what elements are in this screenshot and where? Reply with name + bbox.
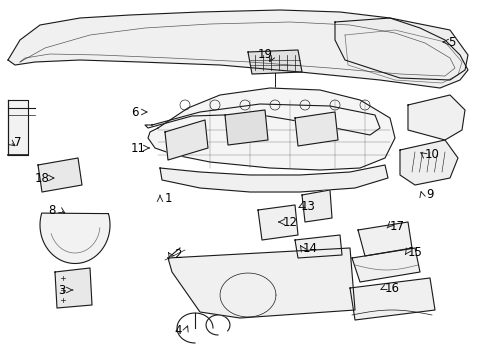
Polygon shape bbox=[294, 235, 341, 258]
Text: 5: 5 bbox=[447, 36, 455, 49]
Text: 12: 12 bbox=[282, 216, 297, 229]
Polygon shape bbox=[164, 120, 207, 160]
Text: 8: 8 bbox=[48, 203, 56, 216]
Polygon shape bbox=[351, 248, 419, 282]
Text: 18: 18 bbox=[35, 171, 49, 184]
Polygon shape bbox=[224, 110, 267, 145]
Polygon shape bbox=[357, 222, 411, 256]
Text: 19: 19 bbox=[257, 49, 272, 62]
Polygon shape bbox=[258, 205, 297, 240]
Text: 10: 10 bbox=[424, 148, 439, 162]
Text: 15: 15 bbox=[407, 246, 422, 258]
Polygon shape bbox=[55, 268, 92, 308]
Text: 13: 13 bbox=[300, 201, 315, 213]
Text: 2: 2 bbox=[174, 248, 182, 261]
Text: 6: 6 bbox=[131, 105, 139, 118]
Text: 17: 17 bbox=[389, 220, 404, 233]
Polygon shape bbox=[160, 165, 387, 192]
Text: 16: 16 bbox=[384, 282, 399, 294]
Polygon shape bbox=[38, 158, 82, 192]
Polygon shape bbox=[168, 248, 354, 318]
Text: 3: 3 bbox=[58, 284, 65, 297]
Polygon shape bbox=[8, 10, 467, 88]
Polygon shape bbox=[148, 88, 394, 170]
Text: 7: 7 bbox=[14, 135, 21, 148]
Polygon shape bbox=[407, 95, 464, 140]
Polygon shape bbox=[302, 190, 331, 222]
Text: 14: 14 bbox=[302, 242, 317, 255]
Text: 9: 9 bbox=[426, 189, 433, 202]
Polygon shape bbox=[294, 112, 337, 146]
Polygon shape bbox=[247, 50, 302, 74]
Polygon shape bbox=[40, 213, 110, 264]
Text: 1: 1 bbox=[164, 192, 171, 204]
Text: 11: 11 bbox=[130, 141, 145, 154]
Polygon shape bbox=[334, 18, 467, 80]
Polygon shape bbox=[399, 140, 457, 185]
Polygon shape bbox=[349, 278, 434, 320]
Polygon shape bbox=[8, 100, 28, 155]
Text: 4: 4 bbox=[174, 324, 182, 337]
